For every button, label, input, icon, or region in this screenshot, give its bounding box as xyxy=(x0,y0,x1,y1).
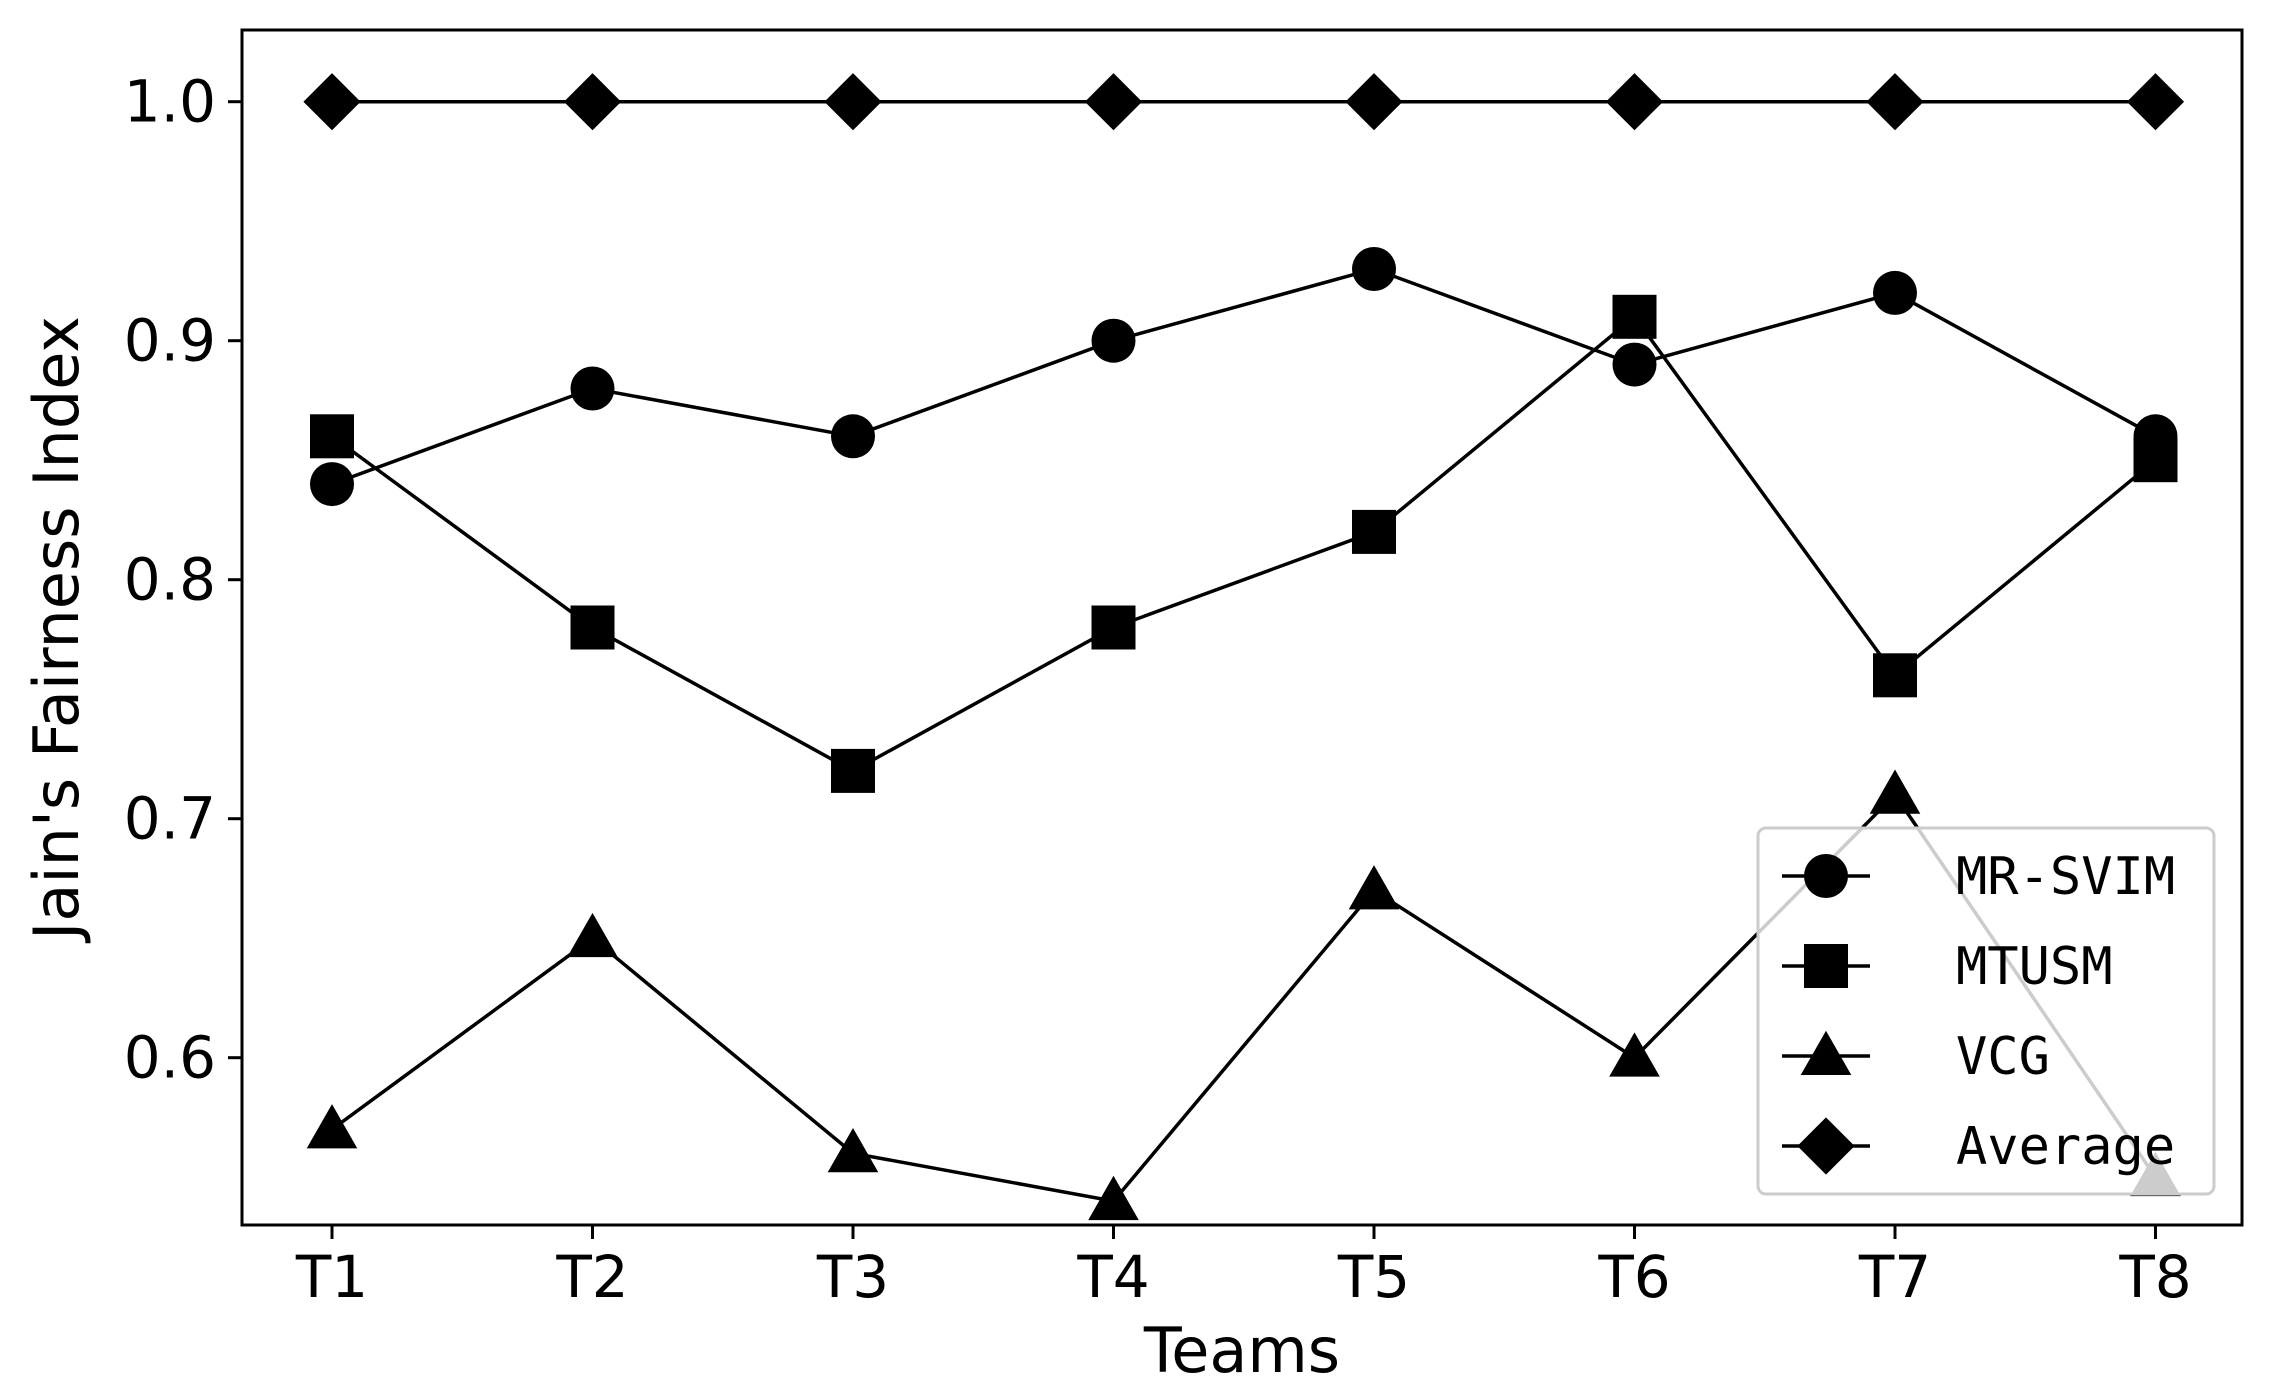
y-tick-label: 0.7 xyxy=(124,785,216,853)
data-point-square xyxy=(831,748,875,793)
plot-frame xyxy=(240,28,2244,1227)
legend-marker-circle xyxy=(1804,854,1848,898)
series-average xyxy=(303,73,2185,131)
x-axis-title: Teams xyxy=(1143,1314,1340,1387)
data-point-square xyxy=(1612,294,1657,339)
series-line xyxy=(330,314,2157,773)
legend-marker-diamond xyxy=(1797,1117,1855,1175)
y-axis-title: Jain's Fairness Index xyxy=(20,316,93,944)
data-point-square xyxy=(310,414,354,459)
x-tick-label: T3 xyxy=(816,1243,889,1311)
data-point-triangle xyxy=(827,1128,879,1173)
data-point-triangle xyxy=(306,1104,358,1149)
data-point-circle xyxy=(1352,247,1396,291)
data-point-diamond xyxy=(1345,73,1403,131)
legend-box xyxy=(1756,826,2216,1196)
data-point-triangle xyxy=(1869,769,1921,814)
y-tick-label: 0.6 xyxy=(124,1024,216,1092)
x-tick-label: T4 xyxy=(1076,1243,1149,1311)
data-point-circle xyxy=(831,414,875,459)
series-mr-svim xyxy=(310,247,2178,507)
data-point-diamond xyxy=(1605,73,1664,131)
data-point-diamond xyxy=(563,73,622,131)
data-point-diamond xyxy=(303,73,361,131)
data-point-square xyxy=(2133,438,2178,483)
legend-label: MTUSM xyxy=(1956,937,2113,997)
data-point-triangle xyxy=(1088,1175,1139,1221)
y-axis: 0.6 0.7 0.8 0.9 1.0 xyxy=(124,68,242,1092)
legend-label: VCG xyxy=(1956,1027,2050,1087)
data-point-square xyxy=(1873,653,1917,698)
data-point-square xyxy=(1091,605,1136,650)
data-point-circle xyxy=(570,366,615,411)
data-point-triangle xyxy=(1609,1032,1660,1077)
legend: MR-SVIM MTUSM VCG Average xyxy=(1756,826,2216,1196)
x-tick-label: T2 xyxy=(555,1243,628,1311)
data-point-diamond xyxy=(824,73,882,131)
x-tick-label: T8 xyxy=(2118,1243,2191,1311)
series-layer xyxy=(303,73,2185,1221)
data-point-diamond xyxy=(1084,73,1143,131)
legend-marker-triangle xyxy=(1800,1030,1852,1075)
legend-label: MR-SVIM xyxy=(1956,847,2175,907)
data-point-square xyxy=(570,605,615,650)
data-point-triangle xyxy=(1348,865,1400,910)
x-tick-label: T6 xyxy=(1597,1243,1670,1311)
series-line xyxy=(331,267,2157,486)
data-point-diamond xyxy=(1866,73,1924,131)
x-axis: T1 T2 T3 T4 T5 T6 T7 T8 xyxy=(295,1225,2192,1311)
x-tick-label: T1 xyxy=(295,1243,368,1311)
data-point-diamond xyxy=(2126,73,2185,131)
series-mtusm xyxy=(310,294,2178,793)
legend-label: Average xyxy=(1956,1117,2175,1177)
x-tick-label: T5 xyxy=(1337,1243,1410,1311)
x-tick-label: T7 xyxy=(1858,1243,1931,1311)
y-tick-label: 0.8 xyxy=(124,546,216,614)
y-tick-label: 0.9 xyxy=(124,307,216,375)
legend-marker-square xyxy=(1804,944,1848,988)
data-point-circle xyxy=(1873,270,1917,315)
data-point-triangle xyxy=(567,912,618,958)
y-tick-label: 1.0 xyxy=(124,68,216,136)
data-point-circle xyxy=(1091,318,1136,363)
data-point-circle xyxy=(1612,342,1657,387)
data-point-circle xyxy=(310,462,354,507)
data-point-square xyxy=(1352,509,1396,554)
